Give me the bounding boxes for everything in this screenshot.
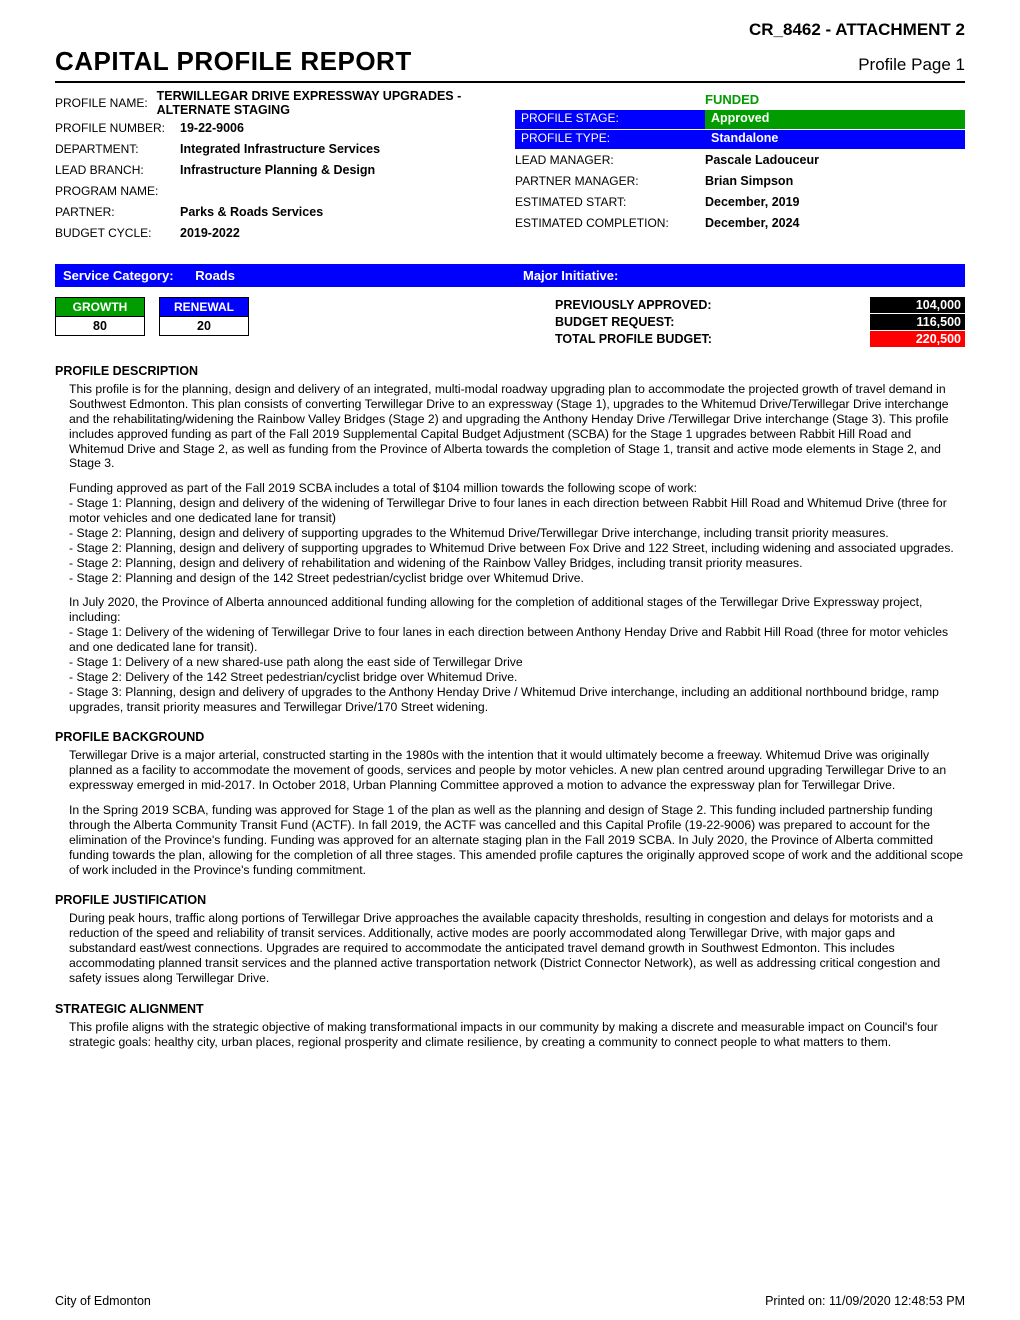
department-label: DEPARTMENT: [55,142,180,156]
est-completion: December, 2024 [705,216,800,230]
report-title: CAPITAL PROFILE REPORT [55,46,412,77]
lead-manager-label: LEAD MANAGER: [515,153,705,167]
profile-type-label: PROFILE TYPE: [515,130,705,149]
prev-approved: 104,000 [870,297,965,313]
profile-name-label: PROFILE NAME: [55,96,157,110]
strat-p1: This profile aligns with the strategic o… [69,1020,965,1050]
profile-justification-body: During peak hours, traffic along portion… [69,911,965,985]
partner-manager-label: PARTNER MANAGER: [515,174,705,188]
desc-p2: Funding approved as part of the Fall 201… [69,481,965,585]
attachment-header: CR_8462 - ATTACHMENT 2 [55,20,965,40]
est-start: December, 2019 [705,195,800,209]
profile-background-body: Terwillegar Drive is a major arterial, c… [69,748,965,877]
footer-right: Printed on: 11/09/2020 12:48:53 PM [765,1294,965,1308]
lead-branch-label: LEAD BRANCH: [55,163,180,177]
renewal-head: RENEWAL [159,297,249,317]
desc-p1: This profile is for the planning, design… [69,382,965,471]
lead-manager: Pascale Ladouceur [705,153,819,167]
total-budget: 220,500 [870,331,965,347]
service-category-value: Roads [195,268,235,283]
fields-left: PROFILE NAME: TERWILLEGAR DRIVE EXPRESSW… [55,89,515,244]
est-start-label: ESTIMATED START: [515,195,705,209]
bg-p1: Terwillegar Drive is a major arterial, c… [69,748,965,793]
partner: Parks & Roads Services [180,205,323,219]
department: Integrated Infrastructure Services [180,142,380,156]
title-row: CAPITAL PROFILE REPORT Profile Page 1 [55,46,965,83]
growth-head: GROWTH [55,297,145,317]
growth-value: 80 [55,317,145,336]
growth-renewal-budget-row: GROWTH 80 RENEWAL 20 PREVIOUSLY APPROVED… [55,297,965,348]
profile-description-body: This profile is for the planning, design… [69,382,965,714]
prev-approved-label: PREVIOUSLY APPROVED: [555,298,870,312]
profile-type: Standalone [705,130,965,149]
strategic-alignment-body: This profile aligns with the strategic o… [69,1020,965,1050]
profile-description-head: PROFILE DESCRIPTION [55,364,965,378]
budget-request-label: BUDGET REQUEST: [555,315,870,329]
profile-stage-label: PROFILE STAGE: [515,110,705,129]
renewal-value: 20 [159,317,249,336]
est-completion-label: ESTIMATED COMPLETION: [515,216,705,230]
partner-manager: Brian Simpson [705,174,793,188]
profile-fields: PROFILE NAME: TERWILLEGAR DRIVE EXPRESSW… [55,89,965,244]
profile-justification-head: PROFILE JUSTIFICATION [55,893,965,907]
desc-p3: In July 2020, the Province of Alberta an… [69,595,965,714]
budget-block: PREVIOUSLY APPROVED: 104,000 BUDGET REQU… [555,297,965,348]
service-category-label: Service Category: [63,268,174,283]
profile-number-label: PROFILE NUMBER: [55,121,180,135]
page-footer: City of Edmonton Printed on: 11/09/2020 … [55,1294,965,1308]
partner-label: PARTNER: [55,205,180,219]
profile-name: TERWILLEGAR DRIVE EXPRESSWAY UPGRADES - … [157,89,515,117]
program-name-label: PROGRAM NAME: [55,184,180,198]
profile-number: 19-22-9006 [180,121,244,135]
budget-cycle-label: BUDGET CYCLE: [55,226,180,240]
fields-right: FUNDED PROFILE STAGE: Approved PROFILE T… [515,89,965,244]
page-number: Profile Page 1 [858,55,965,75]
footer-left: City of Edmonton [55,1294,151,1308]
profile-background-head: PROFILE BACKGROUND [55,730,965,744]
bg-p2: In the Spring 2019 SCBA, funding was app… [69,803,965,877]
just-p1: During peak hours, traffic along portion… [69,911,965,985]
service-category-bar: Service Category: Roads Major Initiative… [55,264,965,287]
major-initiative-label: Major Initiative: [523,268,618,283]
strategic-alignment-head: STRATEGIC ALIGNMENT [55,1002,965,1016]
profile-stage: Approved [705,110,965,129]
growth-renewal-boxes: GROWTH 80 RENEWAL 20 [55,297,249,336]
page: CR_8462 - ATTACHMENT 2 CAPITAL PROFILE R… [0,0,1020,1320]
budget-request: 116,500 [870,314,965,330]
lead-branch: Infrastructure Planning & Design [180,163,375,177]
funded-label: FUNDED [705,92,759,107]
budget-cycle: 2019-2022 [180,226,240,240]
total-budget-label: TOTAL PROFILE BUDGET: [555,332,870,346]
